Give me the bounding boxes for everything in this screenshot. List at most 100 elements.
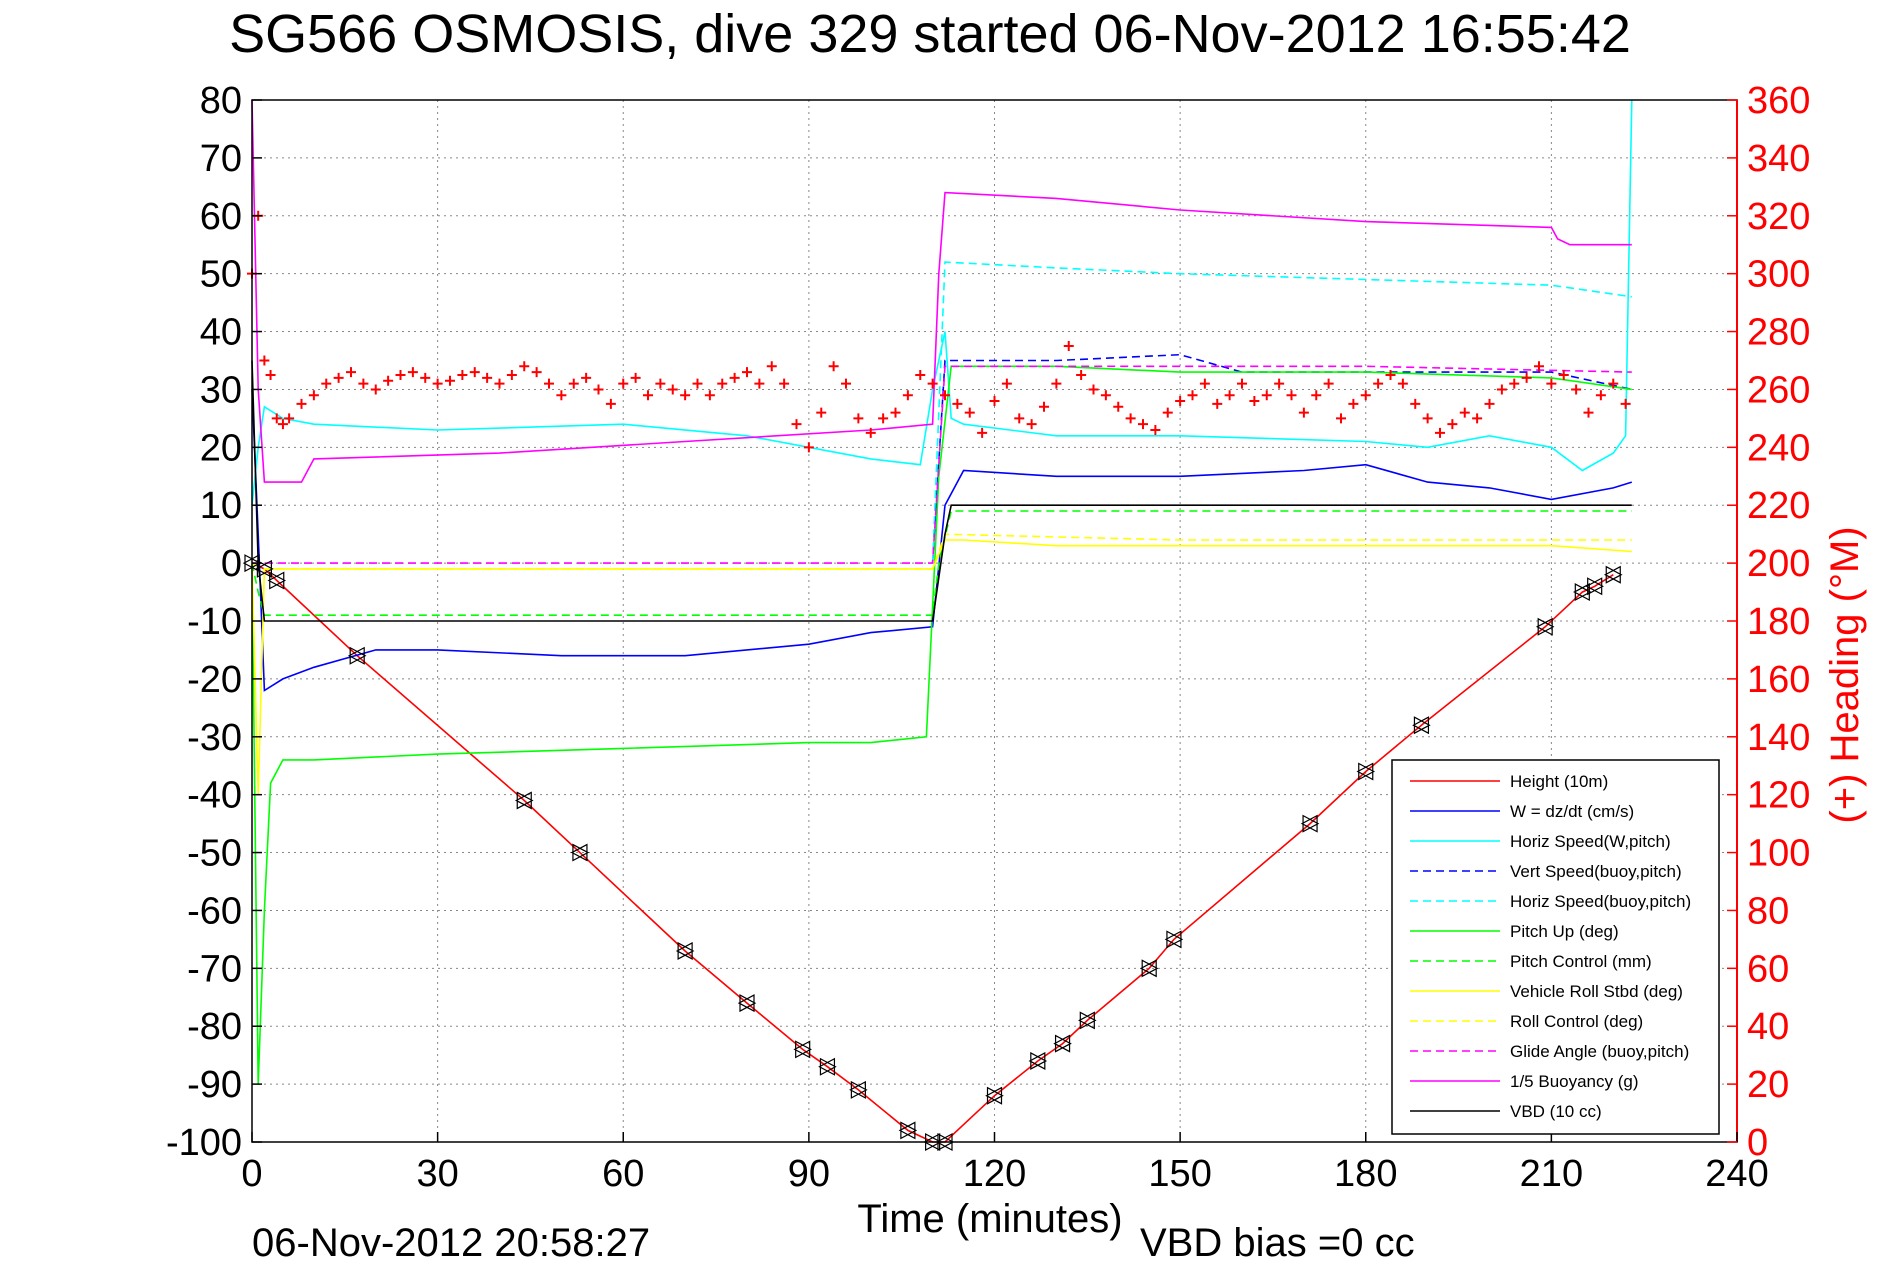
heading-marker [1385,369,1396,380]
depth-marker [1573,583,1592,602]
legend-label: Pitch Control (mm) [1510,952,1652,971]
axes [251,99,1738,1143]
heading-marker [1212,398,1223,409]
heading-marker [519,361,530,372]
heading-marker [618,378,629,389]
depth-marker [818,1057,837,1076]
heading-marker [482,372,493,383]
heading-marker [593,384,604,395]
heading-marker [1187,390,1198,401]
heading-marker [358,378,369,389]
y-tick-label: -100 [166,1122,242,1164]
heading-marker [1237,378,1247,389]
heading-marker [1397,378,1408,389]
y-right-tick-label: 80 [1747,890,1789,932]
heading-marker [828,361,839,372]
heading-marker [1373,378,1384,389]
heading-marker [692,378,703,389]
y-tick-label: -50 [187,833,242,875]
heading-marker [1039,401,1049,412]
heading-marker [1496,384,1507,395]
legend-label: Horiz Speed(buoy,pitch) [1510,892,1691,911]
x-tick-label: 240 [1705,1153,1768,1195]
series-line [252,365,1632,564]
heading-marker [321,378,332,389]
series-line [931,353,1632,564]
heading-marker [667,384,678,395]
heading-marker [1546,378,1557,389]
heading-marker [853,413,864,424]
heading-marker [1323,378,1334,389]
y-tick-label: 40 [200,312,242,354]
heading-marker [1001,378,1012,389]
x-tick-label: 0 [241,1153,262,1195]
heading-marker [407,367,418,378]
heading-marker [1422,413,1433,424]
heading-marker [1608,378,1619,389]
y-right-tick-label: 40 [1747,1006,1789,1048]
heading-marker [717,378,728,389]
depth-marker [985,1086,1004,1105]
series-line [251,360,1632,622]
heading-marker [1249,396,1260,407]
y-tick-label: 50 [200,254,242,296]
y-right-axis-label: (+) Heading (°M) [1823,526,1867,823]
heading-marker [568,378,579,389]
y-tick-label: 60 [200,196,242,238]
heading-marker [1558,369,1569,380]
heading-marker [265,369,276,380]
heading-marker [1336,413,1346,424]
x-tick-label: 60 [602,1153,644,1195]
heading-marker [902,390,913,401]
legend-label: Vehicle Roll Stbd (deg) [1510,982,1683,1001]
y-right-tick-label: 220 [1747,485,1810,527]
heading-marker [816,407,827,418]
y-right-tick-label: 260 [1747,369,1810,411]
heading-marker [383,375,394,386]
y-tick-label: 10 [200,485,242,527]
y-tick-label: 80 [200,80,242,122]
heading-marker [1125,413,1136,424]
heading-marker [1410,398,1421,409]
y-tick-label: -30 [187,717,242,759]
heading-marker [915,369,926,380]
heading-marker [259,355,270,366]
heading-marker [1459,407,1470,418]
depth-marker [1535,617,1555,636]
heading-marker [841,378,851,389]
heading-marker [296,398,307,409]
depth-marker [737,994,757,1013]
legend-label: Height (10m) [1510,772,1608,791]
y-tick-label: -80 [187,1006,242,1048]
heading-marker [791,419,802,430]
heading-marker [1447,419,1458,430]
heading-marker [865,427,876,438]
heading-marker [1051,378,1062,389]
y-right-tick-label: 60 [1747,948,1789,990]
heading-marker [1583,407,1594,418]
legend-label: VBD (10 cc) [1510,1102,1602,1121]
heading-marker [1274,378,1285,389]
heading-marker [1484,398,1495,409]
heading-marker [1286,390,1297,401]
heading-marker [1113,401,1124,412]
heading-marker [1472,413,1483,424]
heading-marker [952,398,963,409]
heading-marker [1162,407,1173,418]
depth-marker [1028,1051,1048,1070]
heading-marker [643,390,653,401]
depth-marker [1585,577,1604,596]
depth-marker [1078,1011,1097,1030]
heading-marker [432,378,443,389]
y-right-tick-label: 200 [1747,543,1810,585]
heading-marker [581,372,592,383]
depth-marker [898,1121,918,1140]
heading-marker [680,390,691,401]
y-right-tick-label: 240 [1747,427,1810,469]
heading-marker [754,378,765,389]
y-tick-label: -10 [187,601,242,643]
heading-marker [742,367,752,378]
y-right-tick-label: 140 [1747,717,1810,759]
depth-marker [1164,930,1184,949]
depth-marker [1053,1034,1072,1053]
